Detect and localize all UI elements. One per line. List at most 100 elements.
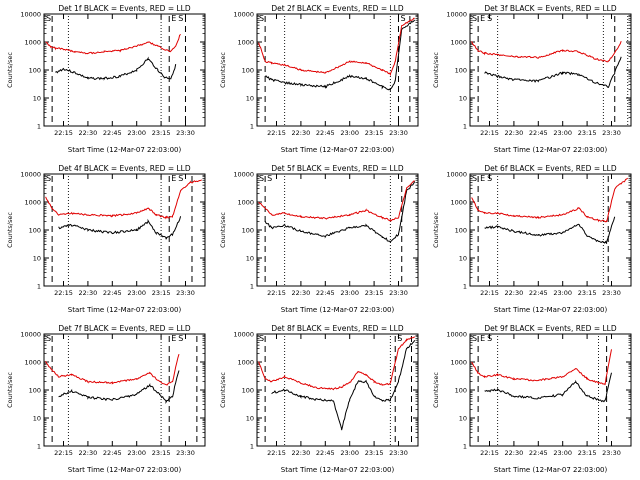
x-tick-label: 22:15 — [267, 449, 286, 457]
y-tick-label: 10000 — [233, 331, 254, 339]
y-tick-label: 10000 — [20, 331, 41, 339]
y-tick-label: 100 — [455, 227, 467, 235]
y-tick-label: 10000 — [446, 171, 467, 179]
marker-label: S — [397, 334, 402, 343]
x-tick-label: 22:30 — [505, 129, 524, 137]
marker-label: S — [178, 174, 183, 183]
x-tick-label: 22:15 — [480, 289, 499, 297]
x-tick-label: 23:30 — [602, 449, 621, 457]
detector-chart-8: Det 8f BLACK = Events, RED = LLD Counts/s… — [219, 324, 419, 474]
detector-chart-1: Det 1f BLACK = Events, RED = LLD Counts/s… — [6, 4, 206, 154]
x-tick-label: 22:15 — [267, 289, 286, 297]
series-line-events — [484, 216, 616, 244]
x-tick-label: 22:45 — [529, 449, 548, 457]
y-axis-label: Counts/sec — [432, 52, 440, 88]
y-tick-label: 1000 — [24, 39, 41, 47]
y-tick-label: 10 — [459, 95, 467, 103]
marker-label: E — [480, 174, 485, 183]
series-line-lld — [45, 353, 180, 386]
chart-title: Det 2f BLACK = Events, RED = LLD — [271, 4, 404, 13]
y-tick-label: 1000 — [237, 359, 254, 367]
y-tick-label: 1 — [463, 443, 467, 451]
x-axis-label: Start Time (12-Mar-07 22:03:00) — [68, 146, 182, 154]
detector-chart-3: Det 3f BLACK = Events, RED = LLD Counts/s… — [432, 4, 632, 154]
series-line-lld — [258, 17, 415, 77]
y-tick-label: 1000 — [450, 359, 467, 367]
y-axis-label: Counts/sec — [6, 212, 14, 248]
y-tick-label: 10 — [246, 255, 254, 263]
plot-frame — [256, 13, 419, 127]
y-tick-label: 1 — [250, 443, 254, 451]
series-line-lld — [258, 336, 415, 391]
x-axis-label: Start Time (12-Mar-07 22:03:00) — [494, 466, 608, 474]
marker-label: S — [487, 174, 492, 183]
marker-label: E — [480, 334, 485, 343]
x-tick-label: 23:00 — [553, 129, 572, 137]
x-tick-label: 23:00 — [553, 289, 572, 297]
y-tick-label: 10 — [33, 415, 41, 423]
x-tick-label: 22:15 — [267, 129, 286, 137]
x-axis-label: Start Time (12-Mar-07 22:03:00) — [494, 306, 608, 314]
y-axis-label: Counts/sec — [219, 52, 227, 88]
detector-chart-6: Det 6f BLACK = Events, RED = LLD Counts/s… — [432, 164, 632, 314]
x-tick-label: 22:15 — [54, 289, 73, 297]
y-tick-label: 1000 — [237, 199, 254, 207]
chart-title: Det 6f BLACK = Events, RED = LLD — [484, 164, 617, 173]
y-tick-label: 100 — [455, 67, 467, 75]
series-line-events — [55, 56, 177, 81]
y-tick-label: 10000 — [20, 171, 41, 179]
series-line-events — [484, 56, 622, 89]
chart-title: Det 8f BLACK = Events, RED = LLD — [271, 324, 404, 333]
series-line-lld — [258, 180, 415, 222]
x-tick-label: 23:00 — [553, 449, 572, 457]
x-axis-label: Start Time (12-Mar-07 22:03:00) — [494, 146, 608, 154]
x-tick-label: 23:15 — [152, 289, 171, 297]
y-axis-label: Counts/sec — [219, 212, 227, 248]
x-tick-label: 22:45 — [316, 289, 335, 297]
y-tick-label: 1 — [37, 123, 41, 131]
y-tick-label: 10000 — [446, 11, 467, 19]
x-axis-label: Start Time (12-Mar-07 22:03:00) — [281, 466, 395, 474]
marker-label: E — [171, 174, 176, 183]
chart-title: Det 5f BLACK = Events, RED = LLD — [271, 164, 404, 173]
x-tick-label: 22:30 — [292, 129, 311, 137]
y-tick-label: 1 — [37, 283, 41, 291]
y-tick-label: 10 — [33, 95, 41, 103]
y-tick-label: 10 — [246, 415, 254, 423]
y-tick-label: 1000 — [237, 39, 254, 47]
x-tick-label: 22:45 — [316, 449, 335, 457]
y-tick-label: 100 — [242, 227, 254, 235]
x-tick-label: 23:30 — [176, 129, 195, 137]
y-tick-label: 100 — [242, 387, 254, 395]
marker-label: S — [472, 334, 477, 343]
detector-chart-4: Det 4f BLACK = Events, RED = LLD Counts/s… — [6, 164, 206, 314]
chart-title: Det 9f BLACK = Events, RED = LLD — [484, 324, 617, 333]
marker-label: E — [480, 14, 485, 23]
series-line-events — [264, 19, 416, 92]
series-line-lld — [471, 349, 612, 386]
detector-chart-7: Det 7f BLACK = Events, RED = LLD Counts/s… — [6, 324, 206, 474]
marker-label: S — [178, 14, 183, 23]
plot-frame — [469, 13, 632, 127]
y-tick-label: 10 — [459, 415, 467, 423]
x-tick-label: 23:15 — [365, 449, 384, 457]
x-tick-label: 22:45 — [529, 289, 548, 297]
chart-title: Det 1f BLACK = Events, RED = LLD — [58, 4, 191, 13]
y-tick-label: 1 — [463, 283, 467, 291]
x-tick-label: 22:15 — [480, 449, 499, 457]
y-axis-label: Counts/sec — [219, 372, 227, 408]
series-line-events — [58, 216, 182, 240]
detector-chart-9: Det 9f BLACK = Events, RED = LLD Counts/s… — [432, 324, 632, 474]
y-tick-label: 10000 — [446, 331, 467, 339]
y-tick-label: 1 — [37, 443, 41, 451]
series-line-lld — [45, 33, 181, 55]
x-tick-label: 22:30 — [292, 449, 311, 457]
series-line-lld — [471, 177, 629, 223]
y-tick-label: 10 — [246, 95, 254, 103]
chart-title: Det 3f BLACK = Events, RED = LLD — [484, 4, 617, 13]
x-tick-label: 23:30 — [176, 289, 195, 297]
y-axis-label: Counts/sec — [6, 52, 14, 88]
x-tick-label: 23:00 — [340, 289, 359, 297]
x-tick-label: 23:30 — [389, 449, 408, 457]
marker-label: S — [472, 14, 477, 23]
